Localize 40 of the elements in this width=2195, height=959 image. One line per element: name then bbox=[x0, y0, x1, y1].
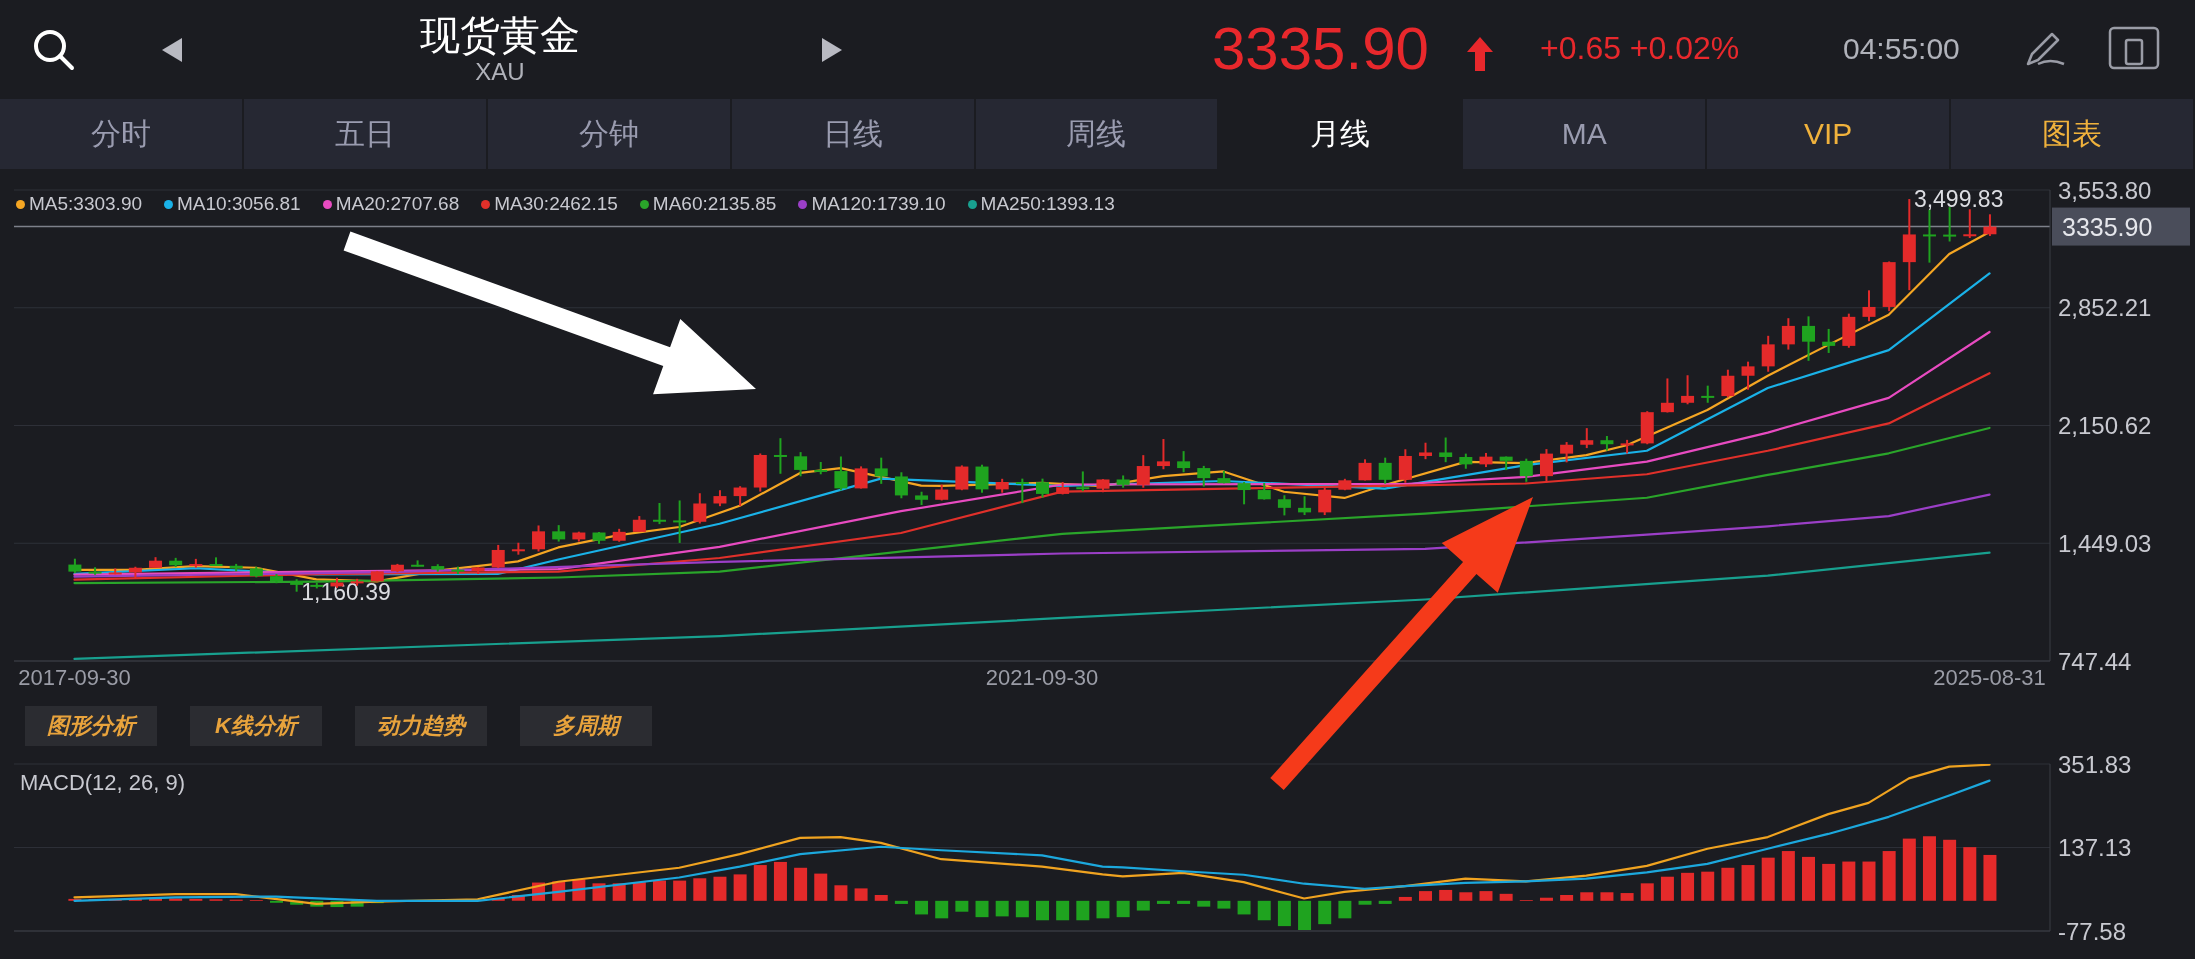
y-tick-label: 137.13 bbox=[2058, 834, 2132, 862]
y-tick-label: 747.44 bbox=[2058, 647, 2132, 675]
legend-label: MA30:2462.15 bbox=[494, 193, 618, 215]
y-tick-label: 2,852.21 bbox=[2058, 294, 2152, 322]
chart-title: MACD(12, 26, 9) bbox=[20, 770, 186, 796]
legend-label: MA250:1393.13 bbox=[980, 193, 1115, 215]
legend-label: MA10:3056.81 bbox=[177, 193, 301, 215]
annotation: 1,160.39 bbox=[301, 578, 391, 605]
x-tick-label: 2025-08-31 bbox=[1933, 664, 2046, 690]
y-tick-label: 2,150.62 bbox=[2058, 412, 2152, 440]
y-tick-label: 3,553.80 bbox=[2058, 176, 2152, 204]
legend-label: MA120:1739.10 bbox=[811, 193, 946, 215]
y-tick-label: 1,449.03 bbox=[2058, 529, 2152, 557]
text: 分钟 bbox=[487, 99, 730, 169]
text: 3335.90 bbox=[1212, 14, 1429, 83]
text: MA bbox=[1463, 99, 1706, 169]
text: VIP bbox=[1707, 99, 1950, 169]
legend-label: MA5:3303.90 bbox=[29, 193, 143, 215]
legend-label: MA20:2707.68 bbox=[335, 193, 460, 215]
text: 现货黄金 bbox=[420, 13, 580, 57]
text: 多周期 bbox=[520, 706, 652, 746]
x-tick-label: 2021-09-30 bbox=[985, 664, 1099, 690]
y-tick-label: -77.58 bbox=[2058, 917, 2127, 945]
text: XAU bbox=[474, 58, 526, 86]
text: 图表 bbox=[1951, 99, 2193, 169]
y-tick-label: 351.83 bbox=[2058, 750, 2132, 778]
text: 五日 bbox=[243, 99, 486, 169]
x-tick-label: 2017-09-30 bbox=[18, 664, 131, 690]
text: 04:55:00 bbox=[1843, 32, 1960, 66]
text: 图形分析 bbox=[25, 706, 157, 746]
text: 日线 bbox=[731, 99, 974, 169]
text: +0.65 +0.02% bbox=[1540, 30, 1740, 67]
ref-line-label: 3335.90 bbox=[2062, 212, 2153, 241]
text: 动力趋势 bbox=[355, 706, 487, 746]
legend-label: MA60:2135.85 bbox=[652, 193, 777, 215]
text: K线分析 bbox=[190, 706, 322, 746]
text: 月线 bbox=[1219, 99, 1462, 169]
text: 分时 bbox=[0, 99, 242, 169]
annotation: 3,499.83 bbox=[1913, 186, 2004, 213]
text: 周线 bbox=[975, 99, 1218, 169]
